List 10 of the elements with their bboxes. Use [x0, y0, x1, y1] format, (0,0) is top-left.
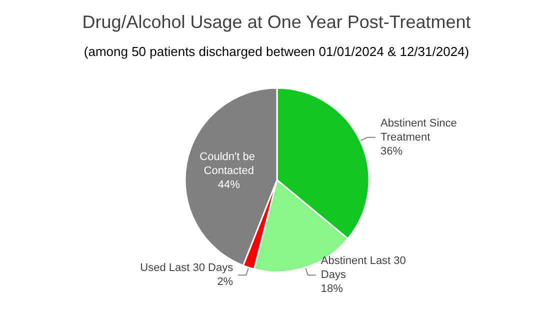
- slice-label: Abstinent Since Treatment: [380, 117, 460, 144]
- chart-title: Drug/Alcohol Usage at One Year Post-Treatment: [82, 12, 471, 32]
- data-label: 44%: [218, 178, 240, 191]
- slice-label: Used Last 30 Days: [140, 262, 234, 274]
- data-label: 2%: [217, 276, 234, 288]
- data-label: 36%: [380, 145, 403, 158]
- data-label: 18%: [320, 283, 344, 296]
- chart-subtitle: (among 50 patients discharged between 01/01/2024 & 12/31/2024): [84, 44, 470, 59]
- slice-label: Abstinent Last 30 Days: [320, 255, 409, 282]
- slice-label: Couldn't be Contacted: [200, 150, 258, 177]
